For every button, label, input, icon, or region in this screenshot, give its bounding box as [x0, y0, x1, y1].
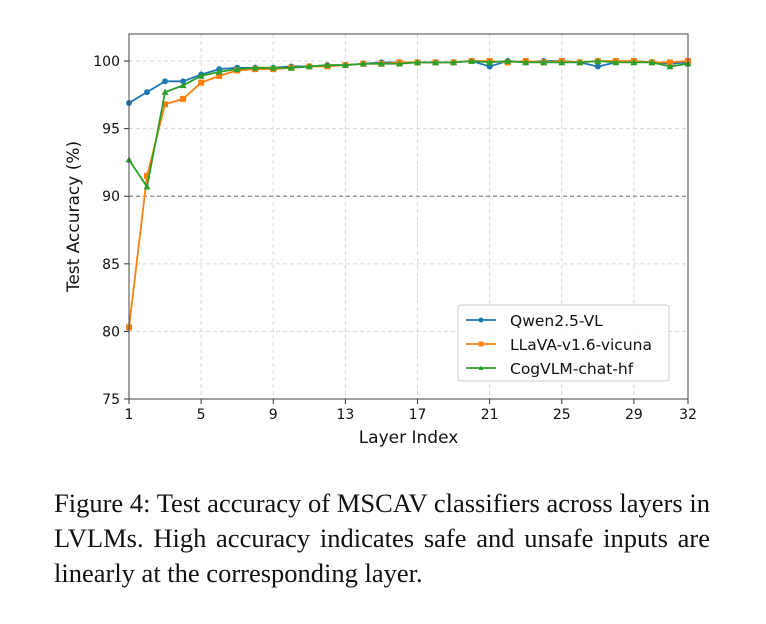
data-point: [576, 58, 584, 66]
series-line-1: [128, 60, 689, 328]
x-tick-label: 17: [409, 407, 427, 423]
data-point: [305, 62, 313, 70]
x-tick-label: 21: [481, 407, 499, 423]
data-point: [432, 58, 440, 66]
data-point: [161, 88, 169, 95]
data-point: [612, 58, 620, 66]
caption-label: Figure 4:: [54, 488, 151, 518]
data-point: [630, 58, 638, 66]
data-point: [251, 64, 259, 71]
data-point: [594, 63, 601, 70]
data-point: [144, 89, 151, 96]
caption-text: Test accuracy of MSCAV classifiers acros…: [54, 488, 710, 588]
data-point: [468, 57, 476, 64]
data-point: [648, 58, 656, 66]
data-point: [341, 61, 349, 68]
legend-box: [457, 304, 670, 382]
data-point: [143, 183, 151, 190]
data-point: [198, 79, 205, 86]
x-tick-label: 32: [679, 407, 697, 423]
data-point: [162, 101, 169, 108]
y-axis-label: Test Accuracy (%): [64, 141, 84, 293]
x-axis-label: Layer Index: [359, 428, 459, 448]
series-line-2: [128, 60, 689, 190]
y-tick-label: 85: [102, 257, 120, 273]
y-tick-label: 90: [102, 189, 120, 205]
x-tick-label: 5: [197, 407, 206, 423]
x-tick-label: 25: [553, 407, 571, 423]
data-point: [504, 57, 512, 64]
series-line-0: [128, 60, 689, 104]
data-point: [180, 78, 187, 85]
data-point: [269, 64, 277, 71]
legend-marker: [478, 317, 484, 323]
data-point: [558, 58, 566, 66]
figure-caption: Figure 4: Test accuracy of MSCAV classif…: [54, 486, 710, 591]
data-point: [215, 68, 223, 75]
x-tick-label: 9: [269, 407, 278, 423]
x-tick-label: 13: [336, 407, 354, 423]
legend-label: Qwen2.5-VL: [510, 312, 603, 330]
data-point: [287, 64, 295, 71]
y-tick-label: 80: [102, 324, 120, 340]
data-point: [323, 61, 331, 68]
data-point: [540, 58, 548, 66]
legend-label: CogVLM-chat-hf: [510, 360, 634, 378]
data-point: [414, 58, 422, 66]
y-tick-label: 95: [102, 122, 120, 138]
data-point: [666, 62, 674, 70]
x-tick-label: 29: [625, 407, 643, 423]
legend-marker: [478, 341, 484, 347]
data-point: [395, 60, 403, 67]
data-point: [233, 65, 241, 72]
data-point: [522, 58, 530, 66]
accuracy-chart: 1 5 9 13 17 21 25 29 32 75 80 85 90 95 100 Layer Index T…: [64, 33, 697, 448]
data-point: [377, 60, 385, 67]
data-point: [180, 95, 187, 102]
plot-frame: [128, 33, 689, 400]
y-tick-label: 75: [102, 392, 120, 408]
x-tick-label: 1: [125, 407, 134, 423]
y-tick-label: 100: [93, 54, 120, 70]
data-point: [197, 72, 205, 79]
data-point: [666, 59, 673, 66]
data-point: [594, 57, 602, 64]
legend-marker: [478, 365, 484, 370]
data-point: [450, 58, 458, 66]
data-point: [179, 81, 187, 89]
data-point: [144, 172, 151, 179]
legend-label: LLaVA-v1.6-vicuna: [510, 336, 652, 354]
data-point: [486, 58, 494, 66]
data-point: [162, 78, 169, 85]
data-point: [359, 60, 367, 67]
data-point: [216, 72, 223, 79]
